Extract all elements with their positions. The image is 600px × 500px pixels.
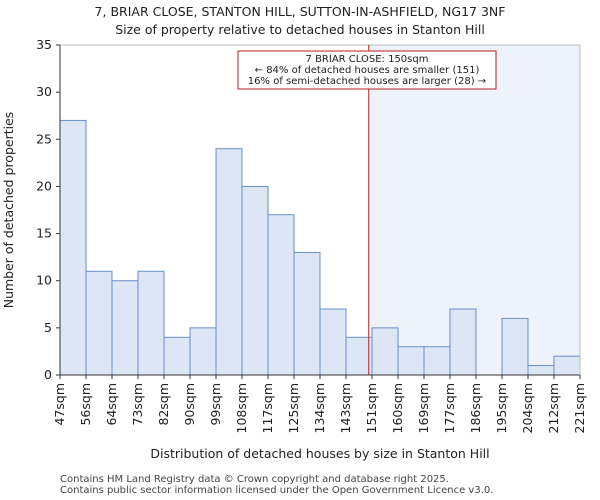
x-tick-label: 56sqm: [78, 383, 93, 426]
bar-47sqm: [59, 119, 87, 376]
bar-117sqm: [267, 214, 295, 376]
x-tick-label: 221sqm: [572, 383, 587, 433]
bar-143sqm: [345, 336, 373, 376]
x-tick-label: 212sqm: [546, 383, 561, 433]
x-tick-label: 134sqm: [312, 383, 327, 433]
bar-212sqm: [553, 355, 581, 376]
bar-151sqm: [371, 327, 399, 376]
bar-99sqm: [215, 148, 243, 376]
bar-108sqm: [241, 185, 269, 376]
bar-73sqm: [137, 270, 165, 376]
x-tick-label: 73sqm: [130, 383, 145, 426]
y-tick-label: 35: [36, 37, 52, 52]
x-tick-label: 177sqm: [442, 383, 457, 433]
bar-56sqm: [85, 270, 113, 376]
x-tick-label: 82sqm: [156, 383, 171, 426]
bar-125sqm: [293, 251, 321, 376]
x-tick-label: 47sqm: [52, 383, 67, 426]
chart-subtitle: Size of property relative to detached ho…: [115, 22, 485, 37]
y-tick-label: 0: [44, 367, 52, 382]
chart-title: 7, BRIAR CLOSE, STANTON HILL, SUTTON-IN-…: [94, 4, 506, 19]
x-tick-label: 143sqm: [338, 383, 353, 433]
x-tick-label: 90sqm: [182, 383, 197, 426]
x-tick-label: 186sqm: [468, 383, 483, 433]
bar-90sqm: [189, 327, 217, 376]
annotation-box: [237, 50, 497, 90]
x-tick-label: 117sqm: [260, 383, 275, 433]
y-tick-label: 5: [44, 320, 52, 335]
bar-169sqm: [423, 346, 451, 376]
x-tick-label: 204sqm: [520, 383, 535, 433]
bar-64sqm: [111, 280, 139, 376]
y-tick-label: 20: [36, 178, 52, 193]
bar-177sqm: [449, 308, 477, 376]
x-tick-label: 169sqm: [416, 383, 431, 433]
x-axis-label: Distribution of detached houses by size …: [150, 446, 489, 461]
bar-195sqm: [501, 317, 529, 376]
y-tick-label: 30: [36, 84, 52, 99]
x-tick-label: 64sqm: [104, 383, 119, 426]
y-tick-label: 10: [36, 273, 52, 288]
x-tick-label: 99sqm: [208, 383, 223, 426]
bar-160sqm: [397, 346, 425, 376]
bar-82sqm: [163, 336, 191, 376]
y-tick-label: 15: [36, 226, 52, 241]
x-tick-label: 151sqm: [364, 383, 379, 433]
footer-copyright: Contains HM Land Registry data © Crown c…: [60, 474, 449, 485]
x-tick-label: 195sqm: [494, 383, 509, 433]
annotation-line-3: 16% of semi-detached houses are larger (…: [248, 76, 486, 87]
y-tick-label: 25: [36, 131, 52, 146]
x-tick-label: 108sqm: [234, 383, 249, 433]
annotation-line-1: 7 BRIAR CLOSE: 150sqm: [306, 54, 429, 65]
bar-204sqm: [527, 365, 555, 376]
bar-134sqm: [319, 308, 347, 376]
y-axis-label: Number of detached properties: [1, 112, 16, 309]
annotation-line-2: ← 84% of detached houses are smaller (15…: [255, 65, 480, 76]
x-tick-label: 125sqm: [286, 383, 301, 433]
x-tick-label: 160sqm: [390, 383, 405, 433]
footer-licence: Contains public sector information licen…: [60, 485, 494, 496]
